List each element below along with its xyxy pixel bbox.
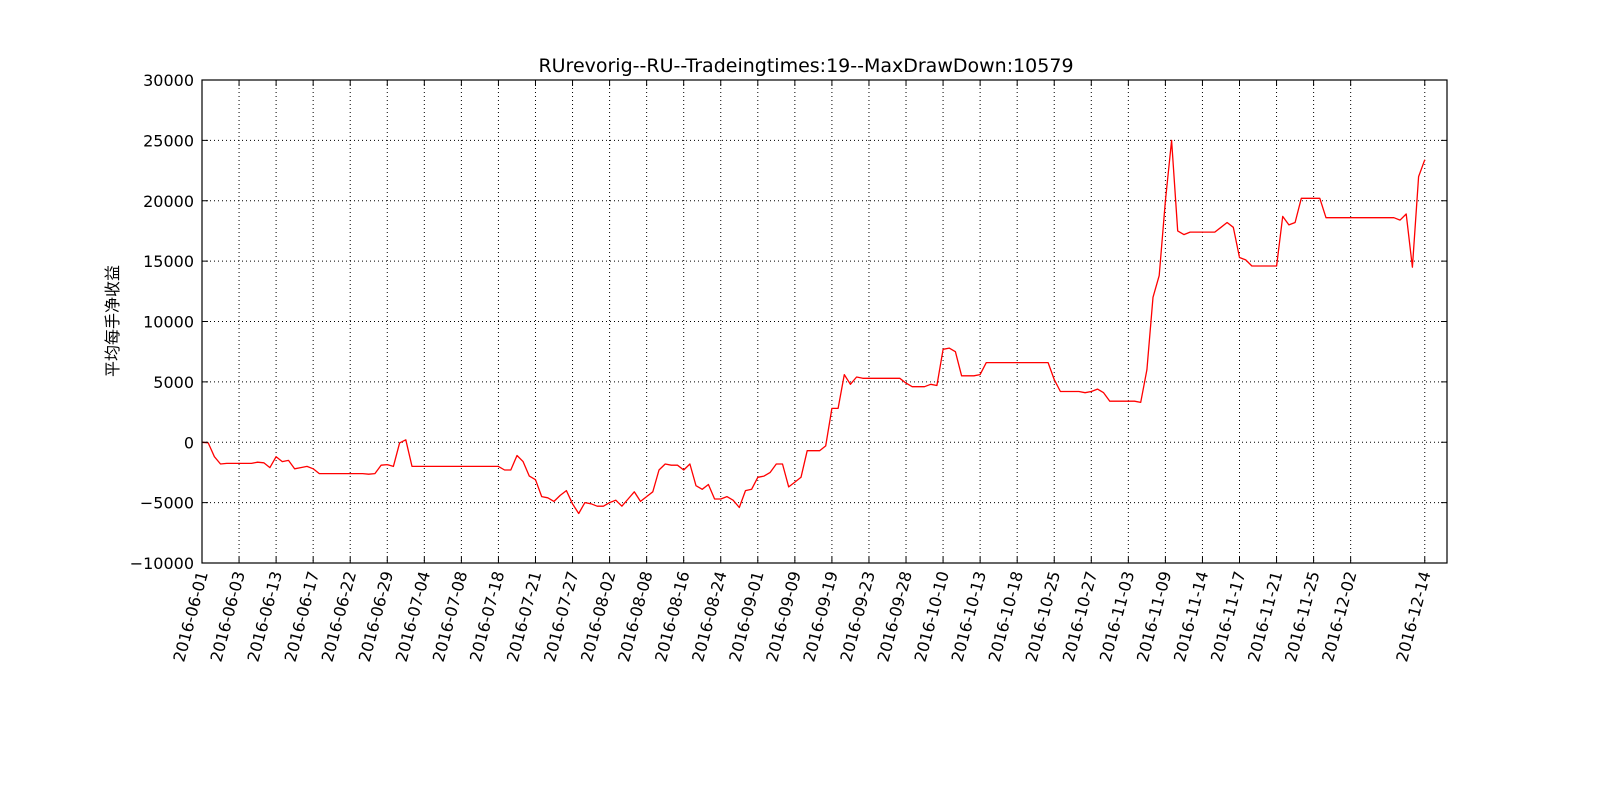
series-layer [201,139,1426,515]
x-tick-label: 2016-06-13 [244,569,286,664]
chart-title: RUrevorig--RU--Tradeingtimes:19--MaxDraw… [538,55,1073,77]
x-tick-label: 2016-10-10 [911,569,953,664]
x-tick-label: 2016-06-22 [318,569,360,664]
x-tick-label: 2016-11-14 [1170,569,1212,664]
x-tick-label: 2016-09-23 [836,569,878,664]
x-tick-label: 2016-08-16 [651,569,693,664]
x-tick-label: 2016-09-28 [873,569,915,664]
x-tick-label: 2016-09-09 [762,569,804,664]
x-tick-label: 2016-08-08 [614,569,656,664]
y-axis: −10000 −5000 0 5000 10000 15000 20000 25000 3000… [130,71,1447,573]
y-tick-label: 30000 [143,71,194,90]
x-tick-label: 2016-12-14 [1392,569,1434,664]
x-tick-label: 2016-11-25 [1281,569,1323,664]
x-tick-label: 2016-08-02 [577,569,619,664]
x-axis: 2016-06-012016-06-032016-06-132016-06-17… [169,80,1435,664]
y-tick-label: 10000 [143,313,194,332]
series-line [201,139,1426,515]
x-tick-label: 2016-10-18 [985,569,1027,664]
plot-frame [201,79,1448,564]
y-tick-label: −5000 [140,494,194,513]
x-tick-label: 2016-08-24 [688,569,730,664]
x-tick-label: 2016-10-25 [1022,569,1064,664]
y-tick-label: 15000 [143,252,194,271]
y-tick-label: 25000 [143,131,194,150]
x-tick-label: 2016-10-13 [948,569,990,664]
x-tick-label: 2016-07-04 [392,569,434,664]
x-tick-label: 2016-06-03 [206,569,248,664]
x-tick-label: 2016-10-27 [1059,569,1101,664]
x-tick-label: 2016-11-17 [1207,569,1249,664]
x-tick-label: 2016-07-08 [429,569,471,664]
y-axis-label: 平均每手净收益 [103,265,122,377]
y-tick-label: −10000 [130,554,194,573]
y-tick-label: 20000 [143,192,194,211]
x-tick-label: 2016-07-18 [466,569,508,664]
x-tick-label: 2016-06-29 [355,569,397,664]
x-tick-label: 2016-11-21 [1244,569,1286,664]
x-tick-label: 2016-11-09 [1133,569,1175,664]
x-tick-label: 2016-12-02 [1318,569,1360,664]
x-tick-label: 2016-11-03 [1096,569,1138,664]
x-tick-label: 2016-06-01 [169,569,211,664]
x-tick-label: 2016-09-01 [725,569,767,664]
x-tick-label: 2016-07-21 [503,569,545,664]
x-tick-label: 2016-06-17 [281,569,323,664]
y-tick-label: 0 [184,433,194,452]
y-tick-label: 5000 [153,373,194,392]
x-tick-label: 2016-07-27 [540,569,582,664]
x-tick-label: 2016-09-19 [799,569,841,664]
grid-lines [201,79,1447,564]
